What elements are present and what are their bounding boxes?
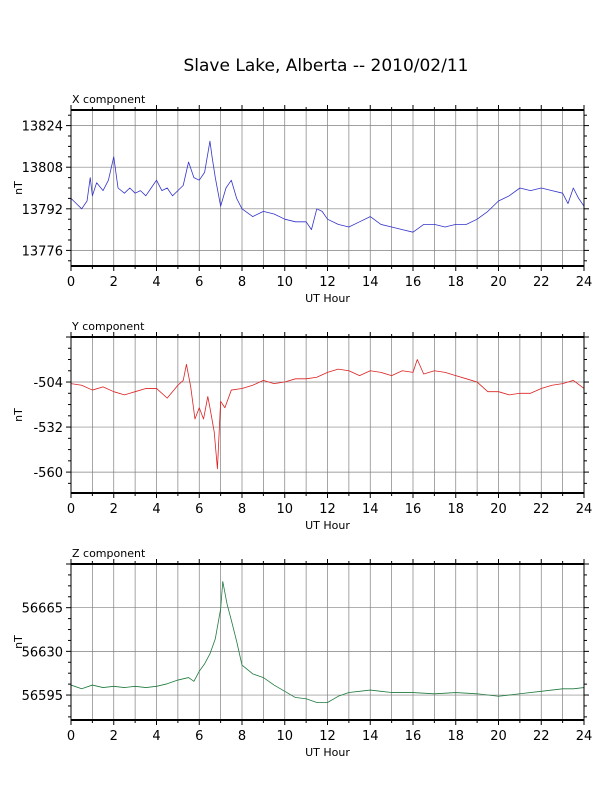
- x-tick-label: 20: [490, 502, 507, 517]
- x-tick-label: 16: [405, 729, 422, 744]
- x-tick-label: 18: [447, 275, 464, 290]
- x-tick-label: 2: [110, 502, 118, 517]
- series-line-y: [70, 359, 585, 470]
- y-tick-label: 56630: [22, 645, 63, 660]
- y-axis-title: nT: [12, 181, 25, 195]
- y-tick-label: -504: [33, 376, 63, 391]
- x-tick-label: 14: [362, 729, 379, 744]
- x-tick-label: 20: [490, 275, 507, 290]
- x-tick-label: 14: [362, 275, 379, 290]
- y-tick-label: 56665: [22, 602, 63, 617]
- x-axis-title: UT Hour: [305, 519, 350, 532]
- x-tick-label: 22: [533, 275, 550, 290]
- x-tick-label: 12: [319, 275, 336, 290]
- x-tick-label: 24: [576, 275, 593, 290]
- page-title: Slave Lake, Alberta -- 2010/02/11: [183, 56, 469, 76]
- x-tick-label: 4: [152, 275, 160, 290]
- panel-title-x: X component: [72, 93, 146, 106]
- x-tick-label: 0: [67, 502, 75, 517]
- x-tick-label: 0: [67, 275, 75, 290]
- x-tick-label: 4: [152, 729, 160, 744]
- series-line-z: [70, 581, 585, 703]
- x-tick-label: 22: [533, 729, 550, 744]
- y-tick-label: 13824: [22, 120, 63, 135]
- x-tick-label: 6: [195, 729, 203, 744]
- y-axis-title: nT: [12, 408, 25, 422]
- y-tick-label: -560: [33, 466, 63, 481]
- x-tick-label: 24: [576, 502, 593, 517]
- x-tick-label: 0: [67, 729, 75, 744]
- x-axis-title: UT Hour: [305, 746, 350, 759]
- x-tick-label: 6: [195, 275, 203, 290]
- y-tick-label: 13808: [22, 161, 63, 176]
- x-tick-label: 12: [319, 502, 336, 517]
- x-tick-label: 22: [533, 502, 550, 517]
- x-tick-label: 8: [238, 502, 246, 517]
- x-tick-label: 16: [405, 275, 422, 290]
- x-tick-label: 8: [238, 729, 246, 744]
- y-tick-label: 13776: [22, 244, 63, 259]
- y-axis-title: nT: [12, 635, 25, 649]
- x-tick-label: 24: [576, 729, 593, 744]
- x-tick-label: 10: [276, 729, 293, 744]
- x-tick-label: 20: [490, 729, 507, 744]
- panel-title-y: Y component: [71, 320, 145, 333]
- y-tick-label: 56595: [22, 689, 63, 704]
- series-line-x: [70, 140, 585, 233]
- panel-title-z: Z component: [72, 547, 146, 560]
- x-tick-label: 2: [110, 729, 118, 744]
- x-tick-label: 14: [362, 502, 379, 517]
- x-tick-label: 4: [152, 502, 160, 517]
- x-tick-label: 18: [447, 502, 464, 517]
- y-tick-label: -532: [33, 421, 63, 436]
- x-tick-label: 8: [238, 275, 246, 290]
- x-tick-label: 2: [110, 275, 118, 290]
- y-tick-label: 13792: [22, 203, 63, 218]
- x-tick-label: 18: [447, 729, 464, 744]
- x-tick-label: 10: [276, 502, 293, 517]
- x-tick-label: 12: [319, 729, 336, 744]
- x-tick-label: 6: [195, 502, 203, 517]
- x-axis-title: UT Hour: [305, 292, 350, 305]
- x-tick-label: 10: [276, 275, 293, 290]
- x-tick-label: 16: [405, 502, 422, 517]
